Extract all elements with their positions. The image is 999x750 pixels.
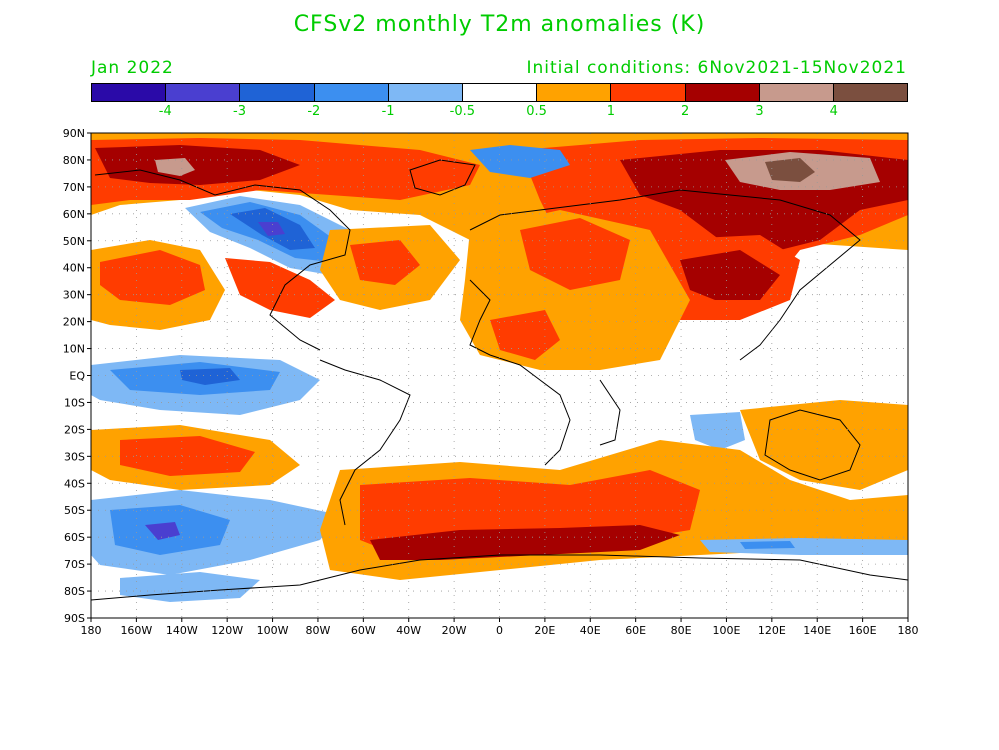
map-title: CFSv2 monthly T2m anomalies (K) (293, 12, 706, 37)
colorbar-tick-label: 3 (755, 104, 764, 119)
longitude-label: 140W (166, 624, 198, 637)
latitude-label: 50N (63, 235, 85, 248)
longitude-label: 40W (396, 624, 421, 637)
colorbar-tick-label: -0.5 (449, 104, 476, 119)
longitude-label: 180 (898, 624, 919, 637)
latitude-label: 30S (64, 450, 85, 463)
latitude-label: 40N (63, 262, 85, 275)
latitude-label: EQ (69, 370, 85, 383)
colorbar-tick-label: 4 (829, 104, 838, 119)
colorbar-tick-label: 2 (681, 104, 690, 119)
australia-warm (740, 400, 908, 490)
colorbar-segment (611, 84, 686, 101)
colorbar-segment (92, 84, 167, 101)
colorbar (91, 83, 908, 102)
antarctic-coast-cold (700, 538, 908, 555)
latitude-label: 70S (64, 558, 85, 571)
longitude-label: 160W (120, 624, 152, 637)
colorbar-tick-label: -1 (381, 104, 395, 119)
south-pacific-strong-warm (120, 436, 255, 476)
latitude-label: 20N (63, 316, 85, 329)
coastlines (91, 159, 908, 601)
longitude-label: 0 (496, 624, 503, 637)
longitude-label: 60E (625, 624, 646, 637)
longitude-label: 180 (81, 624, 102, 637)
colorbar-segment (833, 84, 908, 101)
europe-strong-warm (520, 218, 630, 290)
latitude-label: 90N (63, 127, 85, 140)
colorbar-segment (314, 84, 389, 101)
colorbar-tick-label: -3 (233, 104, 247, 119)
colorbar-segment (759, 84, 834, 101)
latitude-label: 30N (63, 289, 85, 302)
colorbar-segment (240, 84, 315, 101)
colorbar-tick-label: 1 (606, 104, 616, 119)
siberia-max-warm (765, 158, 815, 182)
latitude-label: 50S (64, 504, 85, 517)
latitude-label: 10N (63, 343, 85, 356)
latitude-label: 10S (64, 396, 85, 409)
anomaly-shading (91, 133, 908, 602)
initial-conditions-label: Initial conditions: 6Nov2021-15Nov2021 (526, 58, 907, 78)
longitude-label: 80E (671, 624, 692, 637)
asia-strong-warm (680, 250, 780, 300)
colorbar-segment (685, 84, 760, 101)
longitude-label: 20E (534, 624, 555, 637)
alaska-extreme-warm (155, 158, 195, 176)
colorbar-tick-label: -4 (158, 104, 172, 119)
longitude-label: 60W (351, 624, 376, 637)
colorbar-segment (537, 84, 612, 101)
longitude-label: 20W (442, 624, 467, 637)
longitude-label: 100E (712, 624, 740, 637)
longitude-label: 120W (211, 624, 243, 637)
north-pacific-strong-warm (100, 250, 205, 305)
africa-strong-warm (490, 310, 560, 360)
southern-ocean-extreme-warm (370, 525, 680, 560)
longitude-label: 160E (849, 624, 877, 637)
greenland-sea-cold (470, 145, 570, 178)
latitude-label: 80S (64, 585, 85, 598)
antarctic-coast-cold-inner (740, 541, 795, 549)
longitude-label: 80W (306, 624, 331, 637)
south-pacific-cold-core (145, 522, 180, 540)
longitude-label: 100W (257, 624, 289, 637)
colorbar-labels: -4 -3 -2 -1 -0.5 0.5 1 2 3 4 (91, 104, 908, 120)
canada-cold-max (258, 222, 285, 236)
longitude-label: 40E (580, 624, 601, 637)
colorbar-segment (166, 84, 241, 101)
atlantic-strong-warm (350, 240, 420, 285)
longitude-label: 140E (803, 624, 831, 637)
latitude-labels: 90N 80N 70N 60N 50N 40N 30N 20N 10N EQ 10S 20S 30S 40… (63, 127, 91, 625)
colorbar-tick-label: 0.5 (526, 104, 547, 119)
us-warm (225, 258, 335, 318)
tropical-pacific-cold-core (180, 368, 240, 385)
latitude-label: 20S (64, 423, 85, 436)
latitude-label: 40S (64, 477, 85, 490)
valid-month-label: Jan 2022 (91, 58, 174, 78)
colorbar-segment (388, 84, 463, 101)
longitude-label: 120E (758, 624, 786, 637)
colorbar-segment (462, 84, 538, 101)
colorbar-tick-label: -2 (307, 104, 321, 119)
latitude-label: 60S (64, 531, 85, 544)
latitude-label: 80N (63, 154, 85, 167)
latitude-label: 90S (64, 612, 85, 625)
indian-ocean-cold (690, 412, 745, 450)
alaska-strong-warm (95, 145, 300, 185)
latitude-label: 60N (63, 208, 85, 221)
longitude-labels: 180 160W 140W 120W 100W 80W 60W 40W 20W 0 20E 40E 60… (81, 618, 919, 637)
latitude-label: 70N (63, 181, 85, 194)
